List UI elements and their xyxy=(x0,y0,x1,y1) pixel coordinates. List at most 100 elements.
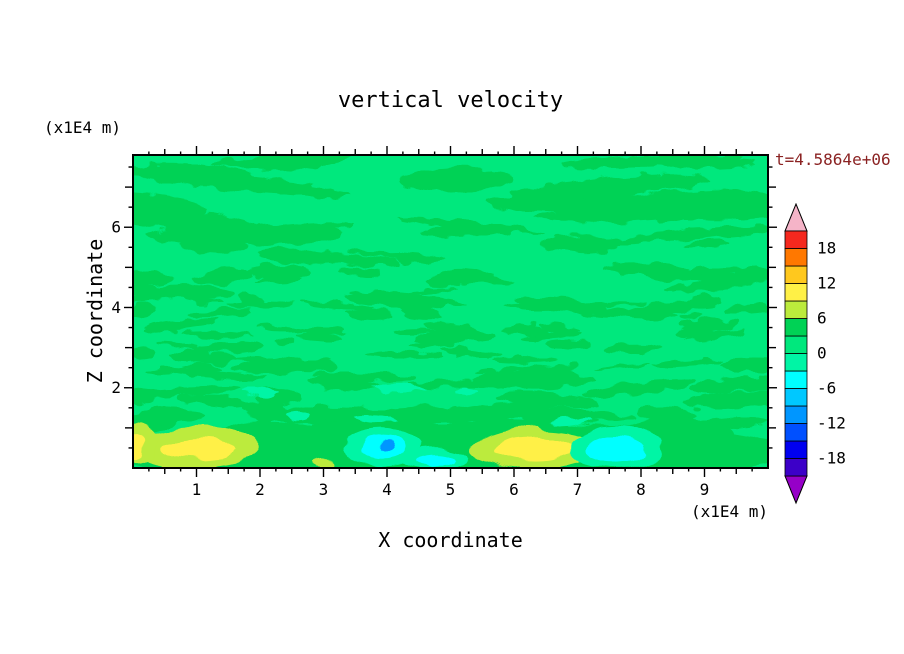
contour-patch xyxy=(242,388,277,397)
colorbar-segment xyxy=(784,283,808,302)
colorbar-segment xyxy=(784,230,808,249)
contour-patch xyxy=(541,342,591,349)
colorbar: 18 12 6 0 -6 -12 -18 xyxy=(784,203,846,505)
contour-patch xyxy=(145,325,179,335)
contour-patch xyxy=(602,263,690,275)
x-tick-label: 5 xyxy=(446,480,456,499)
contour-patch xyxy=(133,192,210,216)
contour-feature-yellow_green xyxy=(312,459,335,468)
z-tick-label: 4 xyxy=(111,298,121,317)
contour-patch xyxy=(585,225,768,246)
contour-patch xyxy=(352,415,401,424)
contour-patch xyxy=(696,271,768,282)
z-tick-label: 6 xyxy=(111,218,121,237)
x-axis-unit-label: (x1E4 m) xyxy=(690,502,768,521)
contour-patch xyxy=(266,358,339,372)
tick-labels: 1 2 3 4 5 6 7 8 9 2 4 6 xyxy=(111,218,709,499)
contour-patch xyxy=(679,319,737,332)
contour-patch xyxy=(184,309,254,318)
contour-patch xyxy=(274,337,296,344)
contour-patch xyxy=(297,301,373,310)
colorbar-tick-label: -12 xyxy=(817,414,846,433)
contour-patch xyxy=(397,306,441,321)
contour-patch xyxy=(682,240,731,248)
colorbar-tick-label: 6 xyxy=(817,309,827,328)
contour-patch xyxy=(603,344,665,354)
z-tick-label: 2 xyxy=(111,378,121,397)
x-tick-label: 9 xyxy=(700,480,710,499)
plot-title: vertical velocity xyxy=(337,88,564,113)
contour-patch xyxy=(264,326,311,333)
contour-patch xyxy=(133,284,183,299)
contour-feature-cyan xyxy=(415,453,458,467)
colorbar-tick-label: 18 xyxy=(817,239,836,258)
contour-feature-yellow xyxy=(164,438,235,461)
contour-patch xyxy=(241,155,353,172)
colorbar-cap-top xyxy=(784,203,808,232)
contour-patch xyxy=(181,330,253,338)
contour-patch xyxy=(691,266,744,273)
contour-patch xyxy=(155,340,205,349)
contour-patch xyxy=(247,264,312,279)
contour-patch xyxy=(502,326,548,335)
colorbar-segment xyxy=(784,423,808,442)
colorbar-segment xyxy=(784,440,808,459)
colorbar-segment xyxy=(784,370,808,389)
colorbar-segment xyxy=(784,458,808,477)
colorbar-tick-label: -18 xyxy=(817,449,846,468)
z-axis-unit-label: (x1E4 m) xyxy=(44,118,122,137)
z-axis-title: Z coordinate xyxy=(83,238,107,384)
colorbar-segment xyxy=(784,388,808,407)
contour-patch xyxy=(592,363,650,372)
contour-patch xyxy=(580,379,695,398)
x-tick-label: 8 xyxy=(636,480,646,499)
colorbar-tick-label: -6 xyxy=(817,379,836,398)
contour-patch xyxy=(724,303,768,313)
colorbar-tick-label: 12 xyxy=(817,274,836,293)
x-tick-label: 1 xyxy=(192,480,202,499)
contour-patch xyxy=(133,349,156,360)
contour-patch xyxy=(348,251,445,260)
contour-patch xyxy=(509,174,710,201)
colorbar-segment xyxy=(784,405,808,424)
contour-patch xyxy=(516,297,609,312)
colorbar-segment xyxy=(784,265,808,284)
colorbar-tick-label: 0 xyxy=(817,344,827,363)
contour-patch xyxy=(179,363,221,373)
contour-patch xyxy=(193,269,252,285)
contour-patch xyxy=(345,309,392,321)
contour-patch xyxy=(287,411,310,419)
contour-plot: 1 2 3 4 5 6 7 8 9 2 4 6 xyxy=(111,146,777,499)
contour-feature-blue xyxy=(376,443,393,452)
contour-patch xyxy=(179,239,251,253)
contour-patch xyxy=(169,348,211,361)
contour-patch xyxy=(539,323,580,333)
contour-patch xyxy=(651,358,723,368)
contour-patch xyxy=(490,356,558,363)
contour-patch xyxy=(541,233,615,254)
contour-patch xyxy=(679,312,702,320)
contour-patch xyxy=(175,394,238,403)
contour-patch xyxy=(184,298,223,304)
contour-patch xyxy=(455,351,478,358)
x-axis-title: X coordinate xyxy=(378,528,523,552)
contour-patch xyxy=(366,351,442,359)
axis-ticks xyxy=(124,146,777,477)
contour-patch xyxy=(722,375,768,392)
contour-patch xyxy=(396,329,433,336)
contour-patch xyxy=(196,341,264,353)
contour-patch xyxy=(684,330,747,340)
colorbar-segment xyxy=(784,353,808,372)
contour-patch xyxy=(479,371,543,385)
field-texture xyxy=(133,155,768,443)
contour-patch xyxy=(145,226,334,245)
field-features xyxy=(133,417,768,468)
contour-patch xyxy=(719,359,768,374)
contour-patch xyxy=(426,274,460,288)
contour-patch xyxy=(424,330,493,337)
contour-feature-cyan xyxy=(587,435,645,463)
contour-patch xyxy=(473,276,515,285)
contour-patch xyxy=(453,387,479,395)
colorbar-segment xyxy=(784,335,808,354)
colorbar-segment xyxy=(784,318,808,337)
